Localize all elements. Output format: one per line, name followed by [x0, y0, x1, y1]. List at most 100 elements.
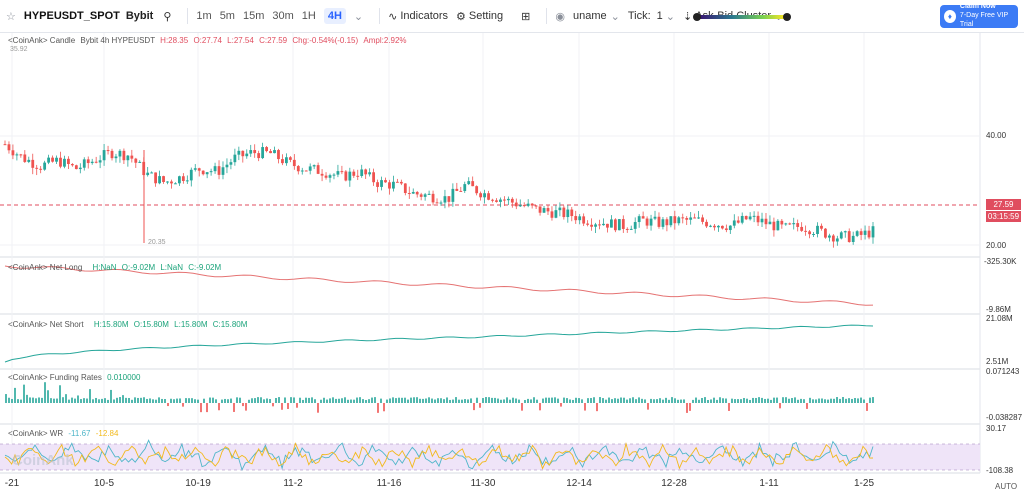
heatmap-gradient-slider[interactable]: [0, 0, 1024, 33]
candle-body: [407, 193, 411, 195]
funding-bar: [668, 399, 670, 403]
net-long-high: H:NaN: [92, 263, 117, 272]
funding-bar: [185, 398, 187, 403]
candle-body: [538, 206, 542, 213]
candle-body: [388, 182, 391, 189]
candle-body: [602, 223, 605, 226]
candle-body: [419, 194, 423, 197]
candle-body: [776, 220, 780, 231]
candle-body: [11, 150, 15, 156]
funding-bar: [65, 394, 67, 403]
funding-top: 0.071243: [986, 367, 1020, 376]
candle-body: [70, 164, 74, 166]
funding-bar: [431, 398, 433, 403]
candle-body: [39, 168, 43, 170]
funding-bar: [539, 403, 541, 411]
funding-bar: [335, 398, 337, 403]
funding-bar: [389, 398, 391, 403]
candle-body: [736, 220, 740, 223]
candle-body: [269, 151, 272, 154]
user-select[interactable]: uname ⌄: [573, 10, 620, 23]
funding-bar: [101, 398, 103, 403]
setting-button[interactable]: ⚙ Setting: [456, 10, 503, 23]
candle-body: [300, 170, 304, 172]
claim-vip-button[interactable]: ♦ Claim Now 7-Day Free VIP Trial: [940, 3, 1018, 28]
symbol-name[interactable]: HYPEUSDT_SPOT: [23, 10, 120, 22]
funding-bar: [239, 397, 241, 403]
candle-body: [661, 219, 665, 227]
candle-body: [641, 216, 645, 219]
indicators-button[interactable]: ∿ Indicators: [388, 10, 448, 23]
countdown-tag: 03:15:59: [986, 211, 1021, 222]
funding-bar: [518, 399, 520, 403]
funding-bar: [167, 403, 169, 407]
candle-body: [522, 205, 526, 207]
candle-body: [677, 217, 681, 224]
candle-body: [859, 231, 863, 235]
funding-bar: [473, 403, 475, 411]
funding-bar: [344, 397, 346, 403]
layout-grid-icon[interactable]: ⊞: [521, 10, 531, 23]
candle-change: Chg:-0.54%(-0.15): [292, 36, 359, 45]
funding-bar: [143, 397, 145, 403]
candle-body: [47, 157, 50, 163]
funding-bar: [407, 399, 409, 403]
candle-body: [43, 162, 47, 170]
timeframe-15m[interactable]: 15m: [242, 10, 265, 22]
funding-bar: [860, 397, 862, 403]
funding-bar: [620, 397, 622, 403]
exchange-name[interactable]: Bybit: [125, 10, 154, 22]
funding-bar: [689, 403, 691, 411]
timeframe-4h[interactable]: 4H: [323, 8, 346, 24]
star-icon[interactable]: ☆: [6, 10, 16, 23]
candle-body: [229, 162, 233, 165]
net-short-open: O:15.80M: [133, 320, 169, 329]
candle-body: [3, 144, 7, 146]
candle-body: [411, 191, 415, 194]
candle-body: [340, 171, 344, 173]
funding-bar: [95, 397, 97, 403]
candle-body: [98, 160, 102, 163]
timeframe-1m[interactable]: 1m: [196, 10, 212, 22]
funding-bar: [506, 397, 508, 403]
auto-scale-button[interactable]: AUTO: [995, 482, 1018, 491]
funding-bar: [50, 398, 52, 403]
candle-body: [530, 203, 534, 206]
timeframe-30m[interactable]: 30m: [272, 10, 294, 22]
candle-body: [459, 190, 463, 192]
candle-body: [384, 180, 387, 183]
search-icon[interactable]: ⚲: [163, 10, 172, 23]
candle-body: [368, 172, 372, 175]
funding-bar: [836, 397, 838, 403]
funding-bar: [647, 403, 649, 410]
x-axis-label: 10-19: [185, 478, 211, 489]
funding-bar: [590, 398, 592, 403]
funding-bar: [734, 399, 736, 403]
timeframe-1h[interactable]: 1H: [301, 10, 316, 22]
funding-bar: [773, 397, 775, 403]
funding-bar: [449, 399, 451, 403]
funding-bar: [5, 394, 7, 403]
candle-body: [185, 180, 189, 182]
candle-body: [134, 158, 138, 163]
funding-bar: [47, 390, 49, 403]
candle-body: [685, 218, 689, 220]
claim-line1: Claim Now: [959, 3, 996, 11]
candle-body: [15, 154, 19, 156]
candle-body: [800, 226, 804, 231]
setting-label: Setting: [468, 10, 504, 22]
tick-select[interactable]: Tick: 1 ⌄: [628, 10, 675, 23]
timeframe-5m[interactable]: 5m: [219, 10, 235, 22]
funding-bar: [470, 398, 472, 403]
funding-bar: [29, 397, 31, 403]
candle-body: [376, 182, 379, 187]
candle-body: [502, 199, 506, 201]
candle-low: L:27.54: [227, 36, 254, 45]
chevron-down-icon[interactable]: ⌄: [353, 10, 364, 23]
candle-body: [106, 150, 110, 152]
eye-icon[interactable]: ◉: [555, 10, 565, 23]
funding-bar: [161, 398, 163, 403]
candle-high: H:28.35: [160, 36, 189, 45]
funding-bar: [863, 399, 865, 403]
